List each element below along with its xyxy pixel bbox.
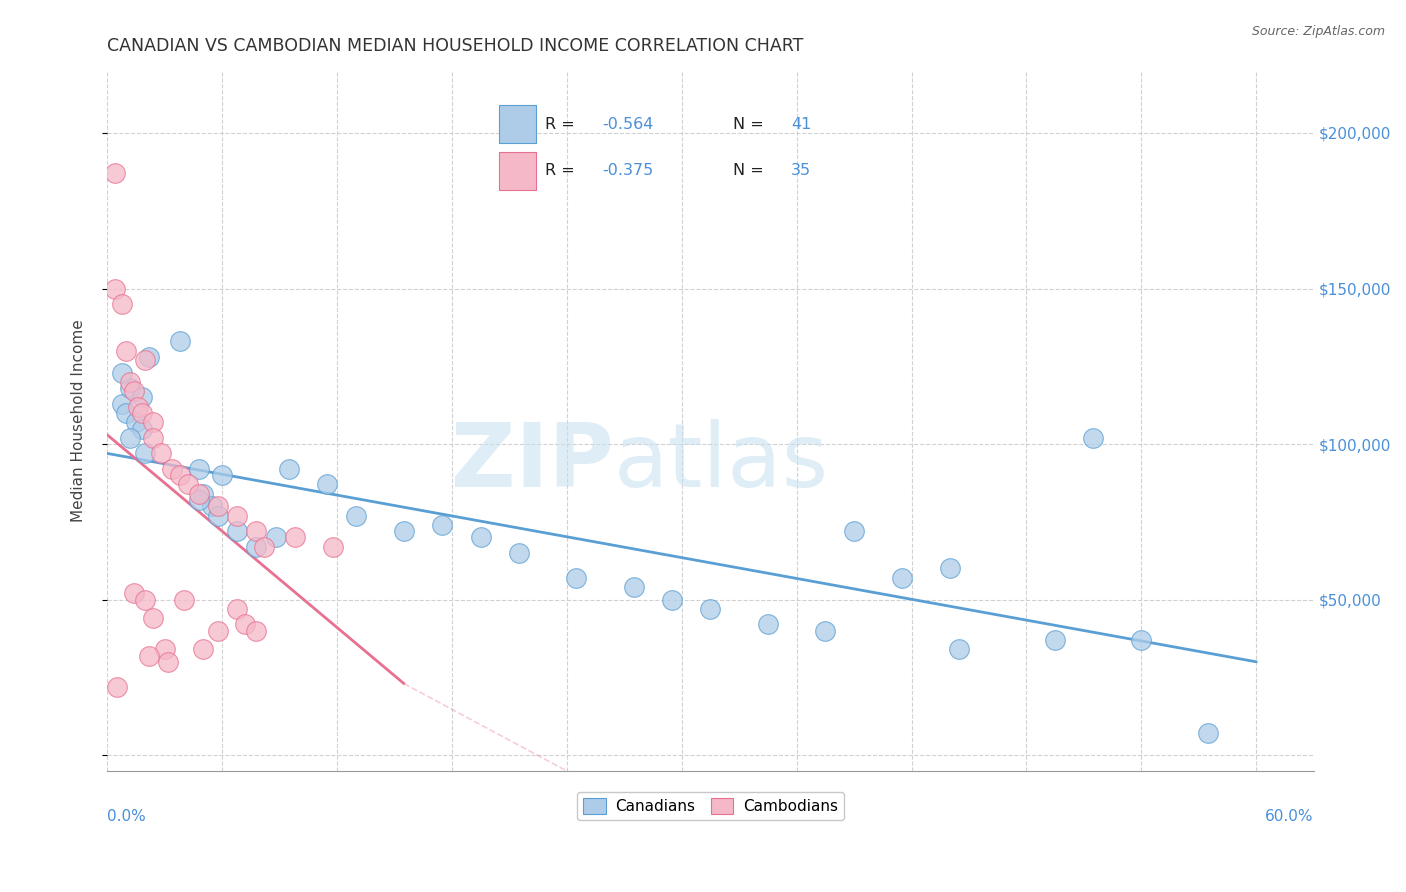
Point [111,366,134,380]
Point [176,477,198,491]
Point [344,508,367,523]
Y-axis label: Median Household Income: Median Household Income [72,319,86,522]
Point [565,571,588,585]
Point [264,530,287,544]
Point [948,642,970,657]
Point [153,642,176,657]
Point [756,617,779,632]
Point [142,415,165,429]
Point [284,530,307,544]
Point [120,431,142,445]
Point [111,297,134,311]
Point [245,540,267,554]
Point [245,624,267,638]
Point [1083,431,1105,445]
Point [1197,726,1219,740]
Point [131,421,153,435]
Point [188,462,211,476]
Point [169,334,191,349]
Point [891,571,914,585]
Point [253,540,276,554]
Point [661,592,683,607]
Point [131,391,153,405]
Point [115,343,138,358]
Text: ZIP: ZIP [451,419,614,507]
Point [149,446,172,460]
Text: 60.0%: 60.0% [1265,809,1313,824]
Point [138,648,160,663]
Point [191,487,214,501]
Point [245,524,267,538]
Point [322,540,344,554]
Point [142,611,165,625]
Point [207,624,229,638]
Point [699,602,721,616]
Point [138,350,160,364]
Point [392,524,415,538]
Point [104,166,127,180]
Point [188,493,211,508]
Point [111,396,134,410]
Point [122,586,145,600]
Point [1043,633,1066,648]
Point [316,477,339,491]
Point [173,592,195,607]
Point [122,384,145,399]
Point [233,617,256,632]
Point [207,500,229,514]
Point [1130,633,1153,648]
Point [201,500,224,514]
Point [120,375,142,389]
Point [188,487,211,501]
Point [226,508,249,523]
Point [191,642,214,657]
Point [134,592,156,607]
Point [104,281,127,295]
Point [142,431,165,445]
Point [127,400,149,414]
Point [134,446,156,460]
Text: 0.0%: 0.0% [107,809,146,824]
Point [125,415,148,429]
Point [226,524,249,538]
Point [115,406,138,420]
Point [105,680,128,694]
Text: CANADIAN VS CAMBODIAN MEDIAN HOUSEHOLD INCOME CORRELATION CHART: CANADIAN VS CAMBODIAN MEDIAN HOUSEHOLD I… [107,37,803,55]
Point [814,624,837,638]
Text: atlas: atlas [614,419,830,507]
Legend: Canadians, Cambodians: Canadians, Cambodians [576,792,844,821]
Point [226,602,249,616]
Point [134,353,156,368]
Point [131,406,153,420]
Point [939,561,962,575]
Text: Source: ZipAtlas.com: Source: ZipAtlas.com [1251,25,1385,38]
Point [842,524,865,538]
Point [432,517,454,532]
Point [278,462,301,476]
Point [120,381,142,395]
Point [470,530,492,544]
Point [207,508,229,523]
Point [211,468,233,483]
Point [508,546,530,560]
Point [623,580,645,594]
Point [157,655,180,669]
Point [169,468,191,483]
Point [160,462,183,476]
